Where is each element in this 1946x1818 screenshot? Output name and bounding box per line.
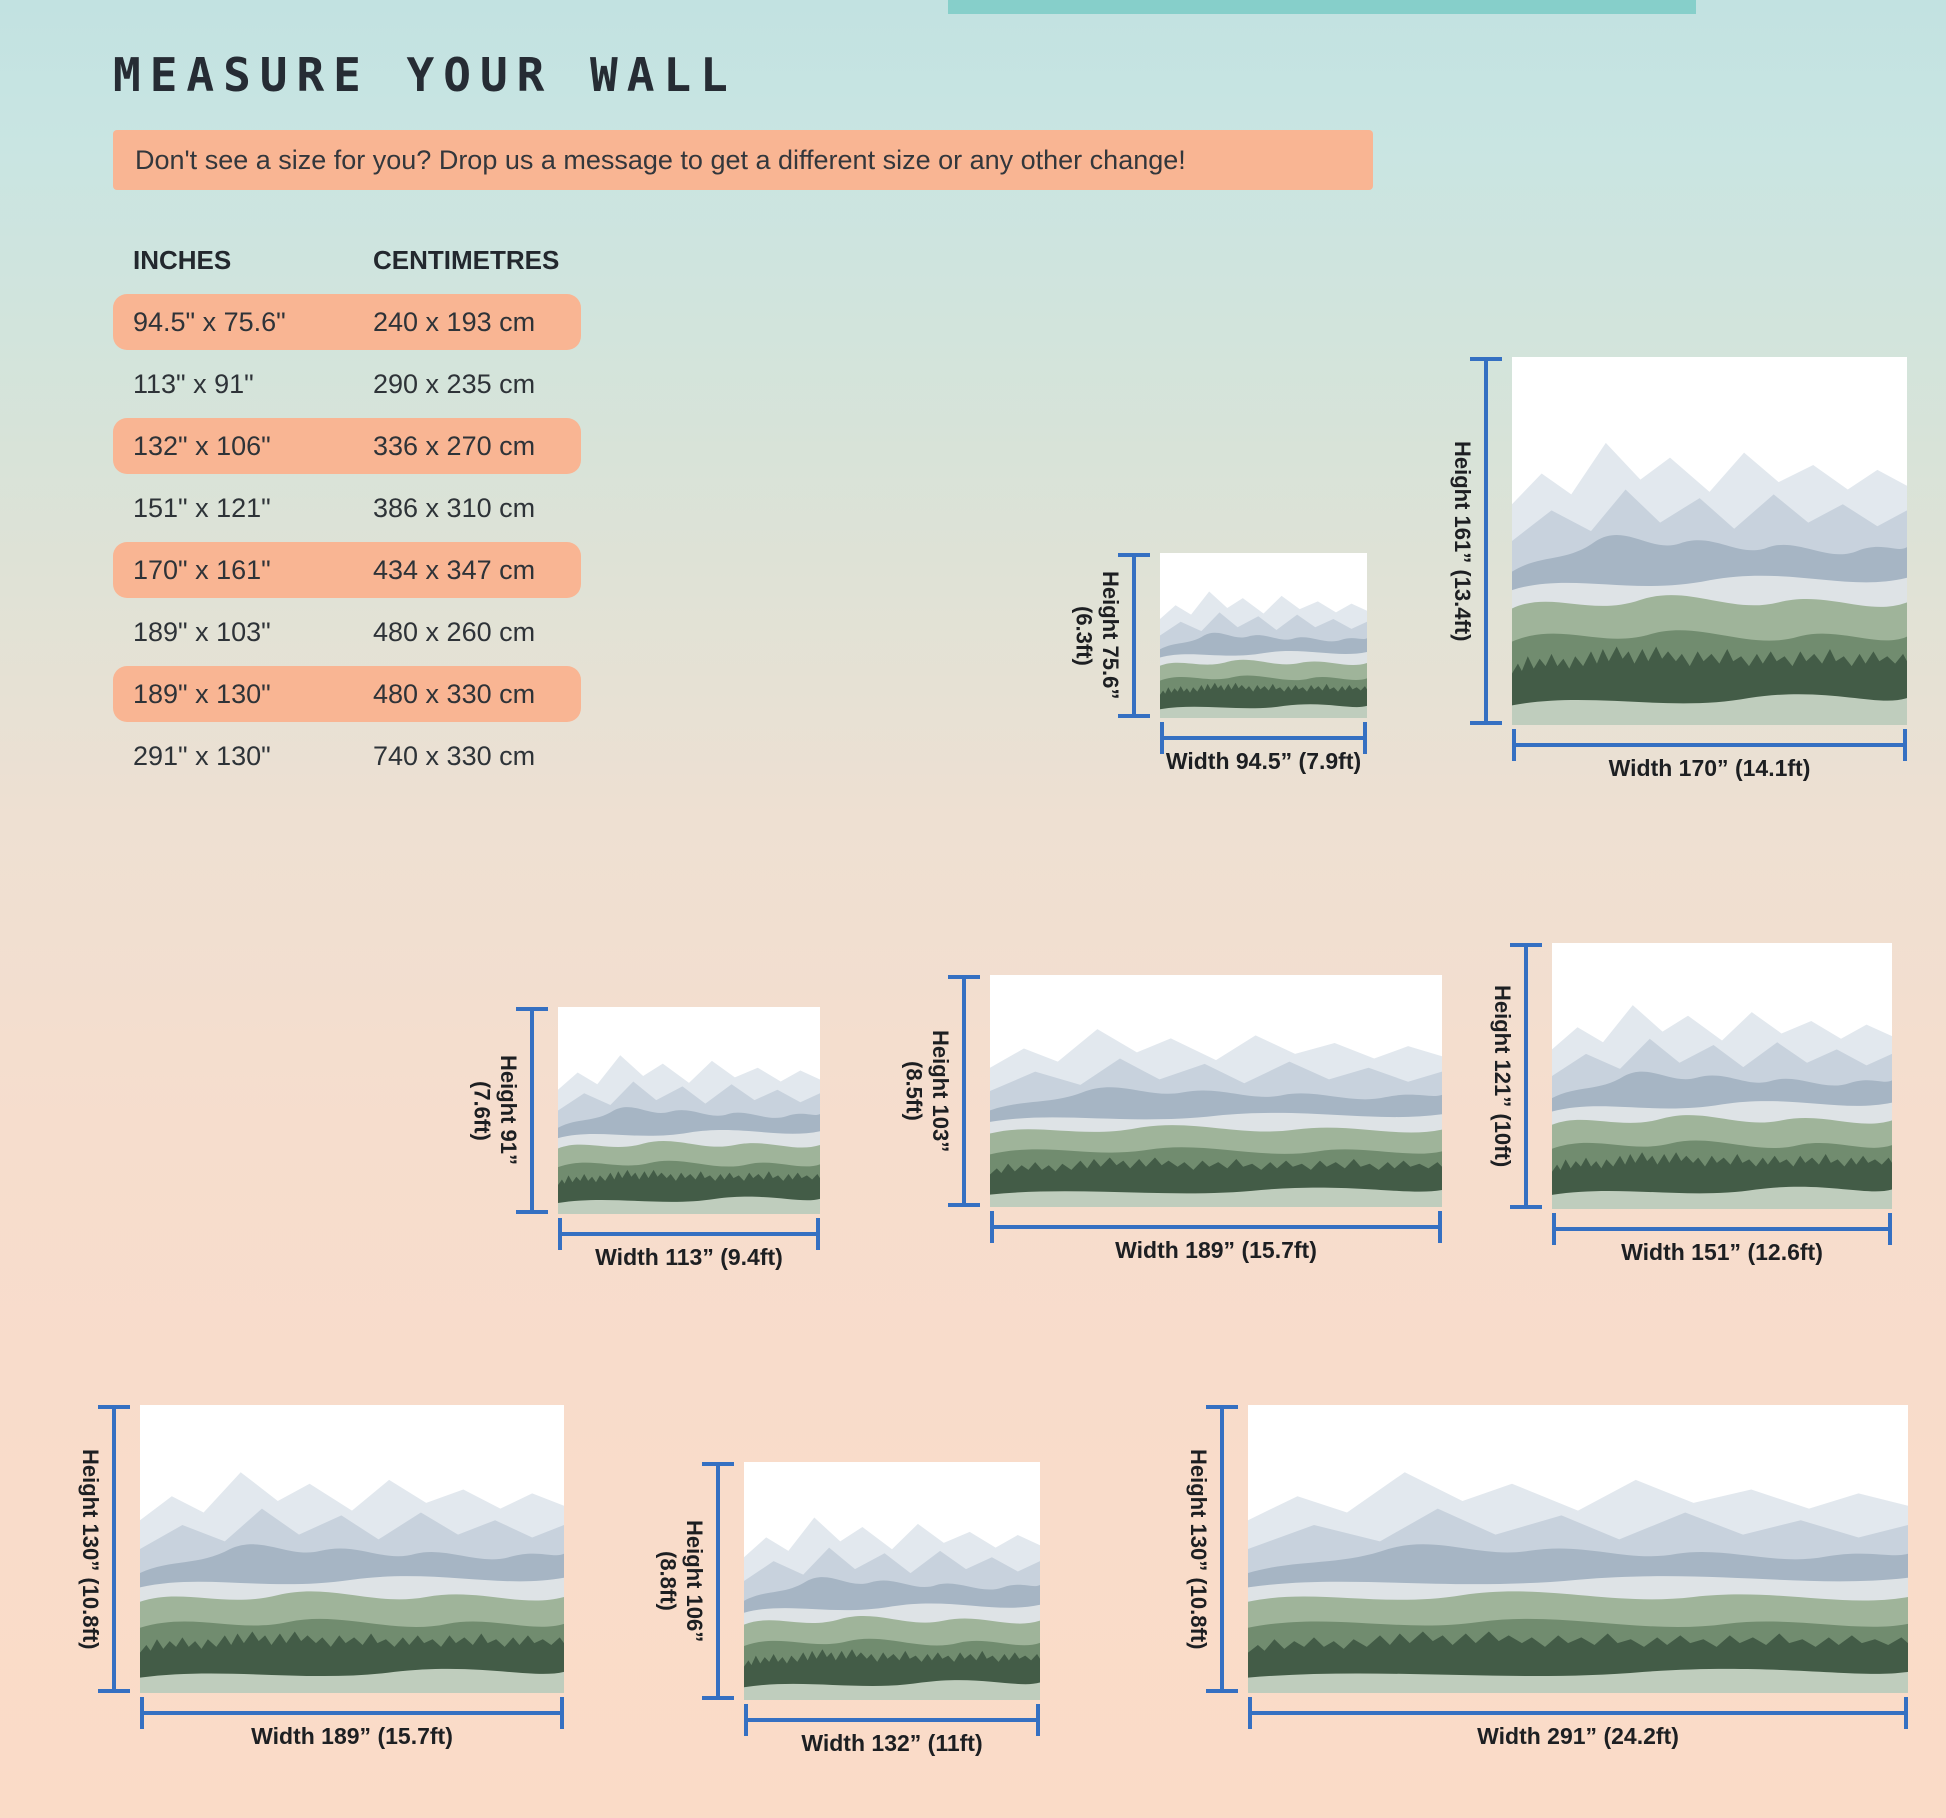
- width-dimension: Width 94.5” (7.9ft): [1160, 722, 1367, 775]
- width-dimension: Width 113” (9.4ft): [558, 1218, 820, 1271]
- height-dimension-line: [1206, 1405, 1238, 1693]
- size-row-132x106: 132" x 106" 336 x 270 cm: [113, 418, 581, 474]
- width-dimension: Width 189” (15.7ft): [140, 1697, 564, 1750]
- top-teal-strip: [948, 0, 1696, 14]
- height-dimension: Height 75.6” (6.3ft): [1066, 553, 1160, 718]
- size-centimetres: 240 x 193 cm: [373, 306, 536, 337]
- width-dimension-line: [140, 1697, 564, 1729]
- size-row-189x130: 189" x 130" 480 x 330 cm: [113, 666, 581, 722]
- height-dimension-line: [98, 1405, 130, 1693]
- width-label: Width 113” (9.4ft): [595, 1244, 783, 1270]
- height-dimension-line: [1470, 357, 1502, 725]
- size-centimetres: 336 x 270 cm: [373, 430, 536, 461]
- width-dimension-line: [1512, 729, 1907, 761]
- size-centimetres: 740 x 330 cm: [373, 740, 536, 771]
- page-title: MEASURE YOUR WALL: [113, 48, 737, 102]
- height-label: Height 121” (10ft): [1490, 984, 1515, 1168]
- width-label: Width 94.5” (7.9ft): [1165, 748, 1362, 774]
- mural-preview-image: [140, 1405, 564, 1693]
- size-diagram-189x130: Height 130” (10.8ft) Width 189” (15.7ft): [46, 1405, 564, 1750]
- mural-preview-image: [744, 1462, 1040, 1700]
- mural-preview-image: [1160, 553, 1367, 718]
- height-dimension-line: [516, 1007, 548, 1214]
- size-centimetres: 480 x 260 cm: [373, 616, 536, 647]
- height-label: Height 130” (10.8ft): [1186, 1448, 1211, 1650]
- size-inches: 132" x 106": [133, 430, 271, 461]
- size-row-94-5x75-6: 94.5" x 75.6" 240 x 193 cm: [113, 294, 581, 350]
- size-centimetres: 290 x 235 cm: [373, 368, 536, 399]
- mural-preview-image: [990, 975, 1442, 1207]
- size-row-170x161: 170" x 161" 434 x 347 cm: [113, 542, 581, 598]
- width-label: Width 189” (15.7ft): [251, 1723, 453, 1749]
- size-diagram-291x130: Height 130” (10.8ft) Width 291” (24.2ft): [1154, 1405, 1908, 1750]
- width-label: Width 189” (15.7ft): [1115, 1237, 1317, 1263]
- width-dimension: Width 189” (15.7ft): [990, 1211, 1442, 1264]
- width-dimension-line: [1160, 722, 1367, 754]
- width-dimension-line: [558, 1218, 820, 1250]
- size-inches: 170" x 161": [133, 554, 271, 585]
- size-inches: 189" x 130": [133, 678, 271, 709]
- height-dimension: Height 103” (8.5ft): [896, 975, 990, 1207]
- mural-preview-image: [1552, 943, 1892, 1209]
- size-diagram-132x106: Height 106” (8.8ft) Width 132” (11ft): [650, 1462, 1040, 1757]
- size-diagram-113x91: Height 91” (7.6ft) Width 113” (9.4ft): [464, 1007, 820, 1271]
- size-inches: 189" x 103": [133, 616, 271, 647]
- custom-size-banner-text: Don't see a size for you? Drop us a mess…: [135, 144, 1186, 175]
- centimetres-column-header: CENTIMETRES: [373, 245, 560, 275]
- width-dimension: Width 132” (11ft): [744, 1704, 1040, 1757]
- height-dimension: Height 106” (8.8ft): [650, 1462, 744, 1700]
- width-label: Width 132” (11ft): [801, 1730, 983, 1756]
- height-dimension: Height 130” (10.8ft): [1154, 1405, 1248, 1693]
- width-label: Width 291” (24.2ft): [1477, 1723, 1679, 1749]
- size-inches: 94.5" x 75.6": [133, 306, 286, 337]
- size-centimetres: 480 x 330 cm: [373, 678, 536, 709]
- mural-preview-image: [558, 1007, 820, 1214]
- size-row-189x103: 189" x 103" 480 x 260 cm: [113, 604, 581, 660]
- width-dimension: Width 151” (12.6ft): [1552, 1213, 1892, 1266]
- height-label: Height 106” (8.8ft): [655, 1519, 707, 1643]
- size-row-151x121: 151" x 121" 386 x 310 cm: [113, 480, 581, 536]
- width-dimension: Width 291” (24.2ft): [1248, 1697, 1908, 1750]
- height-dimension: Height 121” (10ft): [1458, 943, 1552, 1209]
- height-label: Height 161” (13.4ft): [1450, 440, 1475, 642]
- height-label: Height 75.6” (6.3ft): [1071, 571, 1123, 700]
- size-table-header: INCHES CENTIMETRES: [113, 245, 581, 276]
- size-row-113x91: 113" x 91" 290 x 235 cm: [113, 356, 581, 412]
- size-inches: 113" x 91": [133, 368, 254, 399]
- height-dimension-line: [948, 975, 980, 1207]
- width-dimension-line: [1552, 1213, 1892, 1245]
- size-row-291x130: 291" x 130" 740 x 330 cm: [113, 728, 581, 784]
- size-diagram-94-5x75-6: Height 75.6” (6.3ft) Width 94.5” (7.9ft): [1066, 553, 1367, 775]
- size-centimetres: 434 x 347 cm: [373, 554, 536, 585]
- size-centimetres: 386 x 310 cm: [373, 492, 536, 523]
- height-dimension-line: [1118, 553, 1150, 718]
- size-inches: 291" x 130": [133, 740, 271, 771]
- width-label: Width 170” (14.1ft): [1608, 755, 1811, 781]
- width-dimension-line: [990, 1211, 1442, 1243]
- inches-column-header: INCHES: [133, 245, 232, 275]
- height-dimension: Height 91” (7.6ft): [464, 1007, 558, 1214]
- height-label: Height 91” (7.6ft): [469, 1055, 521, 1166]
- size-diagram-170x161: Height 161” (13.4ft) Width 170” (14.1ft): [1418, 357, 1907, 782]
- width-label: Width 151” (12.6ft): [1621, 1239, 1823, 1265]
- height-dimension-line: [702, 1462, 734, 1700]
- height-label: Height 130” (10.8ft): [78, 1448, 103, 1650]
- mural-preview-image: [1248, 1405, 1908, 1693]
- size-inches: 151" x 121": [133, 492, 271, 523]
- height-dimension: Height 161” (13.4ft): [1418, 357, 1512, 725]
- height-dimension: Height 130” (10.8ft): [46, 1405, 140, 1693]
- size-diagram-189x103: Height 103” (8.5ft) Width 189” (15.7ft): [896, 975, 1442, 1264]
- height-label: Height 103” (8.5ft): [901, 1029, 953, 1153]
- width-dimension-line: [1248, 1697, 1908, 1729]
- width-dimension-line: [744, 1704, 1040, 1736]
- mural-preview-image: [1512, 357, 1907, 725]
- custom-size-banner: Don't see a size for you? Drop us a mess…: [113, 130, 1373, 190]
- width-dimension: Width 170” (14.1ft): [1512, 729, 1907, 782]
- size-table: INCHES CENTIMETRES 94.5" x 75.6" 240 x 1…: [113, 245, 581, 790]
- height-dimension-line: [1510, 943, 1542, 1209]
- size-diagram-151x121: Height 121” (10ft) Width 151” (12.6ft): [1458, 943, 1892, 1266]
